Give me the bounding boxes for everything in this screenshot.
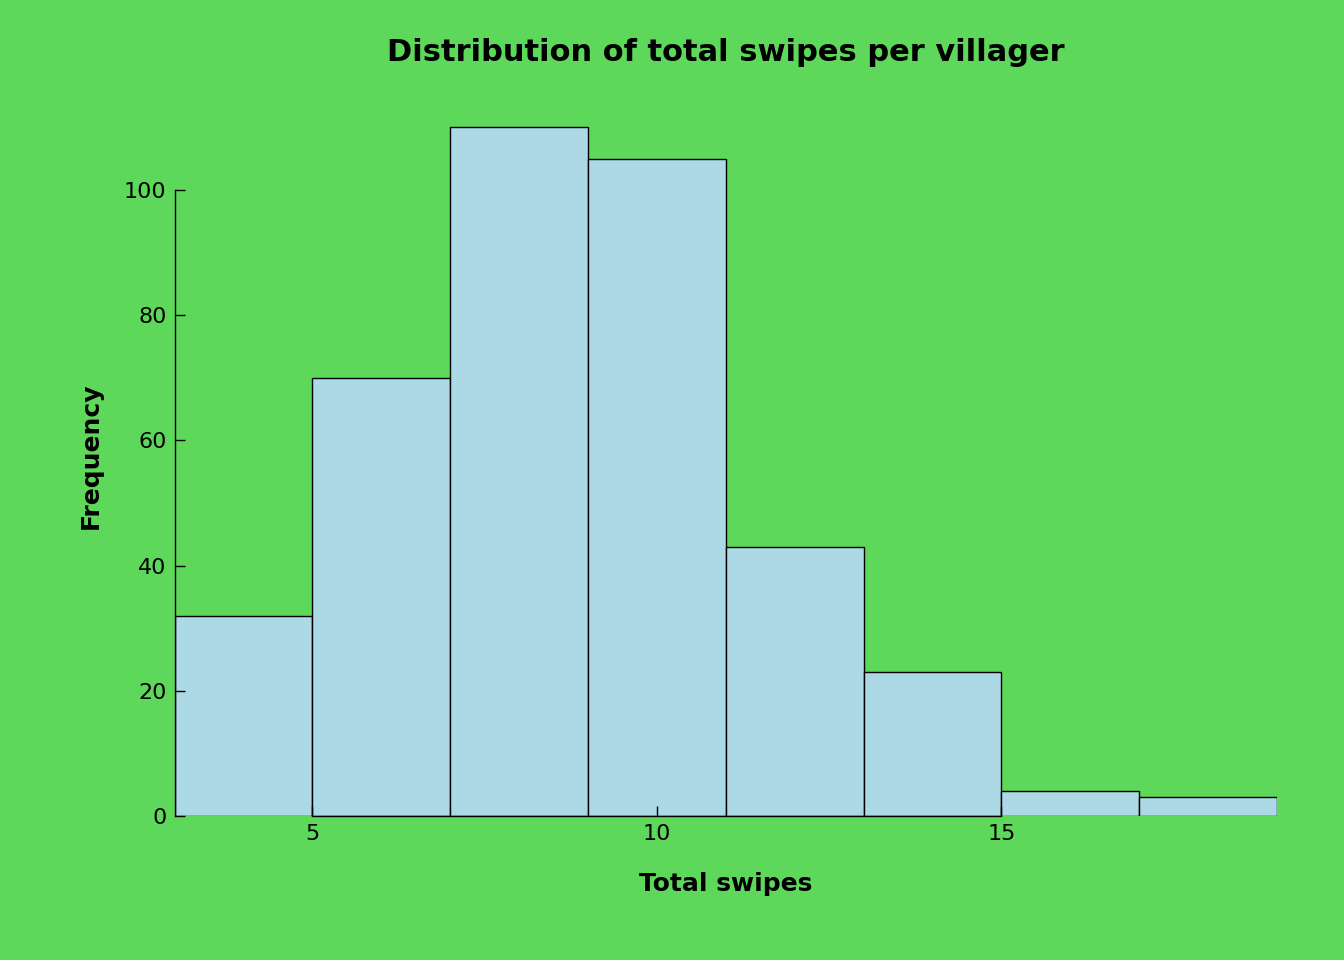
Bar — [589, 158, 726, 816]
Bar — [1001, 791, 1138, 816]
Bar — [312, 377, 450, 816]
Bar — [726, 547, 863, 816]
Y-axis label: Frequency: Frequency — [79, 383, 103, 529]
Bar — [1138, 797, 1277, 816]
X-axis label: Total swipes: Total swipes — [640, 872, 812, 896]
Bar — [863, 672, 1001, 816]
Bar — [450, 128, 589, 816]
Title: Distribution of total swipes per villager: Distribution of total swipes per village… — [387, 38, 1064, 67]
Bar — [175, 615, 312, 816]
